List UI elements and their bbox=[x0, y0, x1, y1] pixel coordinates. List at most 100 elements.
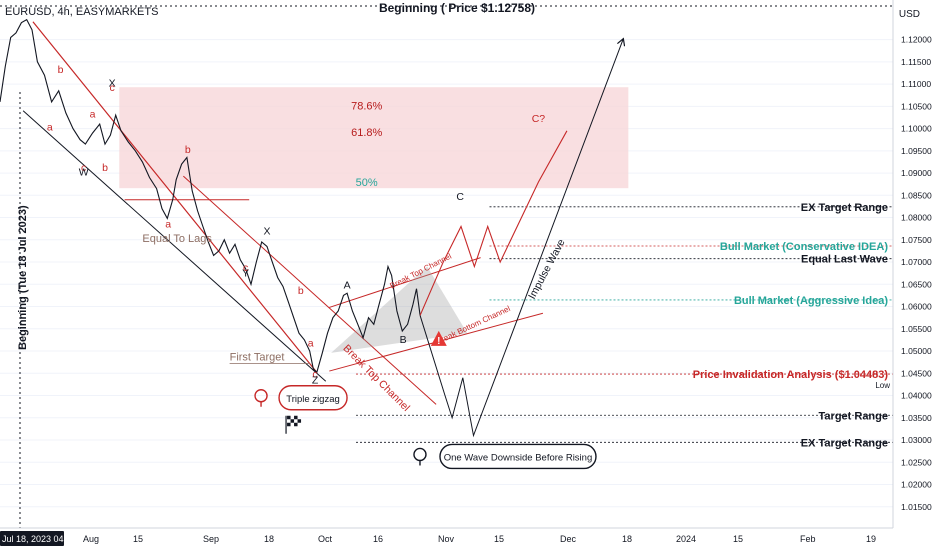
x-tick-label: Oct bbox=[318, 534, 333, 544]
crosshair-date-tag bbox=[0, 531, 64, 546]
x-tick-label: Nov bbox=[438, 534, 455, 544]
downtrend-channel-bottom bbox=[22, 110, 327, 382]
low-label: Low bbox=[875, 381, 890, 390]
y-tick-label: 1.03000 bbox=[901, 435, 932, 445]
y-tick-label: 1.05500 bbox=[901, 324, 932, 334]
x-tick-label: 15 bbox=[133, 534, 143, 544]
wave-label: Z bbox=[312, 375, 319, 387]
triple-zigzag-bubble bbox=[278, 385, 348, 411]
wave-label: b bbox=[102, 162, 108, 174]
level-label: EX Target Range bbox=[801, 437, 888, 449]
y-tick-label: 1.11500 bbox=[901, 57, 931, 67]
x-tick-label: Dec bbox=[560, 534, 577, 544]
y-tick-label: 1.09000 bbox=[901, 168, 932, 178]
x-tick-label: 19 bbox=[866, 534, 876, 544]
wave-label: c bbox=[243, 262, 248, 274]
first-target-label: First Target bbox=[230, 351, 285, 363]
impulse-projection-path bbox=[419, 40, 623, 438]
y-tick-label: 1.04500 bbox=[901, 368, 932, 378]
x-tick-label: Sep bbox=[203, 534, 219, 544]
vertical-label: Beginning (Tue 18 Jul 2023) bbox=[17, 205, 29, 350]
downtrend-channel-top bbox=[32, 21, 318, 373]
y-tick-label: 1.08500 bbox=[901, 190, 932, 200]
x-tick-label: 18 bbox=[264, 534, 274, 544]
x-tick-label: 15 bbox=[733, 534, 743, 544]
wave-label: c bbox=[110, 82, 115, 94]
break-top-channel-line bbox=[183, 175, 437, 405]
one-wave-label: One Wave Downside Before Rising bbox=[444, 452, 593, 463]
wave-label: b bbox=[298, 285, 304, 297]
wave-label: C bbox=[456, 191, 464, 203]
flag-check bbox=[294, 415, 298, 420]
y-tick-label: 1.11000 bbox=[901, 79, 931, 89]
level-label: Price Invalidation Analysis ($1.04483) bbox=[693, 369, 889, 381]
wave-label: X bbox=[263, 225, 270, 237]
y-tick-label: 1.12000 bbox=[901, 35, 932, 45]
flag-check bbox=[287, 422, 291, 427]
bulb-icon bbox=[413, 447, 427, 462]
symbol-title: EURUSD, 4h, EASYMARKETS bbox=[5, 6, 159, 18]
flag-check bbox=[297, 419, 302, 423]
wave-label: B bbox=[400, 334, 407, 346]
time-scale bbox=[0, 528, 932, 550]
y-tick-label: 1.04000 bbox=[901, 391, 932, 401]
x-tick-label: 18 bbox=[622, 534, 632, 544]
y-tick-label: 1.03500 bbox=[901, 413, 932, 423]
y-tick-label: 1.07500 bbox=[901, 235, 932, 245]
warning-mark: ! bbox=[437, 336, 440, 347]
flag-check bbox=[287, 415, 291, 420]
fib-level-label: 61.8% bbox=[351, 127, 382, 139]
equal-to-lags-label: Equal To Lags bbox=[142, 233, 212, 245]
x-tick-label: Aug bbox=[83, 534, 99, 544]
y-tick-label: 1.10500 bbox=[901, 101, 932, 111]
wave-label: C? bbox=[532, 113, 546, 125]
rising-channel-top bbox=[329, 257, 481, 308]
level-label: Equal Last Wave bbox=[801, 254, 888, 266]
level-label: Bull Market (Conservative IDEA) bbox=[720, 241, 888, 253]
currency-label[interactable]: USD bbox=[898, 9, 920, 20]
wave-label: c bbox=[312, 369, 317, 381]
y-tick-label: 1.02500 bbox=[901, 457, 932, 467]
y-tick-label: 1.02000 bbox=[901, 480, 932, 490]
wave-label: A bbox=[344, 279, 351, 291]
x-tick-label: 15 bbox=[494, 534, 504, 544]
level-label: Target Range bbox=[819, 410, 888, 422]
wave-label: a bbox=[90, 108, 96, 120]
triple-zigzag-label: Triple zigzag bbox=[286, 394, 340, 405]
fib-level-label: 78.6% bbox=[351, 100, 382, 112]
y-tick-label: 1.07000 bbox=[901, 257, 932, 267]
one-wave-bubble bbox=[439, 443, 597, 470]
y-tick-label: 1.09500 bbox=[901, 146, 932, 156]
price-scale bbox=[893, 0, 932, 550]
level-label: Bull Market (Aggressive Idea) bbox=[734, 295, 888, 307]
price-series-line bbox=[0, 18, 421, 374]
wave-label: X bbox=[109, 77, 116, 89]
wave-label: W bbox=[79, 166, 89, 178]
y-tick-label: 1.10000 bbox=[901, 124, 932, 134]
wave-label: c bbox=[81, 162, 86, 174]
y-tick-label: 1.08000 bbox=[901, 213, 932, 223]
fib-zone bbox=[119, 87, 629, 189]
x-tick-label: 16 bbox=[373, 534, 383, 544]
chart-title: Beginning ( Price $1.12758) bbox=[379, 1, 535, 15]
wave-label: a bbox=[165, 218, 171, 230]
wave-label: b bbox=[185, 144, 191, 156]
warning-icon bbox=[430, 330, 447, 346]
wave-label: b bbox=[58, 64, 64, 76]
y-tick-label: 1.01500 bbox=[901, 502, 932, 512]
bull-projection-path bbox=[419, 130, 568, 316]
level-label: EX Target Range bbox=[801, 202, 888, 214]
y-tick-label: 1.05000 bbox=[901, 346, 932, 356]
impulse-wave-label: Impulse Wave bbox=[526, 237, 568, 301]
wave-label: a bbox=[308, 338, 314, 350]
flag-check bbox=[294, 422, 298, 427]
fib-level-label: 50% bbox=[356, 177, 378, 189]
x-tick-label: 2024 bbox=[676, 534, 696, 544]
break-top-channel-label: Break Top Channel bbox=[341, 342, 413, 414]
x-tick-label: Feb bbox=[800, 534, 816, 544]
wave-label: a bbox=[47, 121, 53, 133]
x-tick-label: Jul 18, 2023 04:00 bbox=[2, 534, 76, 544]
wave-label: Y bbox=[242, 267, 249, 279]
y-tick-label: 1.06500 bbox=[901, 279, 932, 289]
